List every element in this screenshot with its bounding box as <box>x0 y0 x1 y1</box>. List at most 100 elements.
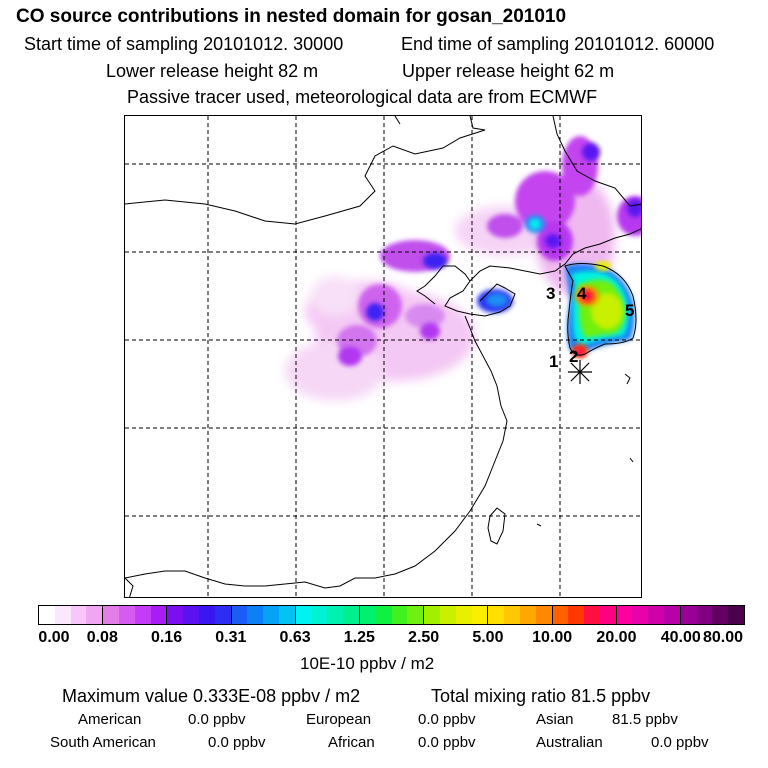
colorbar-swatch <box>39 606 55 624</box>
receptor-star-icon <box>568 360 592 384</box>
australian-value: 0.0 ppbv <box>651 734 709 751</box>
region-label-5: 5 <box>625 301 635 320</box>
colorbar-separator <box>679 606 681 624</box>
colorbar-tick-label: 10.00 <box>532 629 573 646</box>
colorbar-swatch <box>471 606 488 624</box>
region-label-2: 2 <box>569 347 579 366</box>
colorbar-separator <box>166 606 168 624</box>
colorbar-swatch <box>728 606 745 624</box>
colorbar-swatch <box>359 606 376 624</box>
end-time-text: End time of sampling 20101012. 60000 <box>401 34 715 54</box>
colorbar-swatch <box>134 606 151 624</box>
colorbar-swatch <box>391 606 408 624</box>
colorbar-swatch <box>712 606 729 624</box>
tracer-info-text: Passive tracer used, meteorological data… <box>127 87 598 107</box>
colorbar-tick-label: 40.00 <box>660 629 701 646</box>
colorbar-swatch <box>167 606 184 624</box>
colorbar-swatch <box>632 606 649 624</box>
colorbar-swatch <box>648 606 665 624</box>
colorbar-unit: 10E-10 ppbv / m2 <box>300 654 435 673</box>
colorbar-swatch <box>584 606 600 624</box>
colorbar-swatch <box>295 606 312 624</box>
colorbar-separator <box>230 606 232 624</box>
colorbar-separator <box>294 606 296 624</box>
asian-value: 81.5 ppbv <box>612 711 678 728</box>
colorbar-swatch <box>599 606 616 624</box>
colorbar-separator <box>551 606 553 624</box>
colorbar <box>38 605 745 625</box>
total-mixing-ratio-text: Total mixing ratio 81.5 ppbv <box>431 686 651 706</box>
colorbar-swatch <box>183 606 199 624</box>
colorbar-swatch <box>696 606 713 624</box>
colorbar-swatch <box>680 606 697 624</box>
south-american-value: 0.0 ppbv <box>208 734 266 751</box>
colorbar-swatch <box>552 606 569 624</box>
south-american-label: South American <box>50 734 156 751</box>
colorbar-separator <box>358 606 360 624</box>
colorbar-swatch <box>311 606 328 624</box>
colorbar-swatch <box>519 606 536 624</box>
colorbar-swatch <box>535 606 552 624</box>
colorbar-swatch <box>424 606 440 624</box>
colorbar-tick-label: 1.25 <box>343 629 375 646</box>
colorbar-tick-label: 20.00 <box>596 629 637 646</box>
colorbar-swatch <box>198 606 215 624</box>
region-label-3: 3 <box>546 284 556 303</box>
american-value: 0.0 ppbv <box>188 711 246 728</box>
colorbar-tick-label: 5.00 <box>472 629 504 646</box>
colorbar-swatch <box>263 606 279 624</box>
colorbar-separator <box>102 606 104 624</box>
colorbar-tick-label: 0.31 <box>215 629 247 646</box>
colorbar-swatch <box>327 606 344 624</box>
colorbar-swatch <box>455 606 472 624</box>
colorbar-swatch <box>488 606 505 624</box>
colorbar-swatch <box>439 606 456 624</box>
lower-release-height-text: Lower release height 82 m <box>106 61 319 81</box>
colorbar-swatch <box>118 606 135 624</box>
colorbar-swatch <box>407 606 424 624</box>
colorbar-swatch <box>231 606 248 624</box>
european-label: European <box>306 711 372 728</box>
colorbar-tick-label: 0.00 <box>38 629 70 646</box>
colorbar-swatch <box>504 606 520 624</box>
colorbar-tick-label: 0.63 <box>279 629 311 646</box>
coastlines <box>125 116 641 597</box>
american-label: American <box>78 711 142 728</box>
australian-label: Australian <box>536 734 603 751</box>
colorbar-tick-label: 2.50 <box>408 629 440 646</box>
start-time-text: Start time of sampling 20101012. 30000 <box>24 34 344 54</box>
colorbar-swatch <box>375 606 392 624</box>
african-label: African <box>328 734 375 751</box>
colorbar-separator <box>615 606 617 624</box>
colorbar-swatch <box>214 606 231 624</box>
colorbar-swatch <box>86 606 103 624</box>
region-label-1: 1 <box>549 352 559 371</box>
colorbar-swatch <box>568 606 585 624</box>
upper-release-height-text: Upper release height 62 m <box>402 61 615 81</box>
colorbar-swatch <box>103 606 119 624</box>
colorbar-swatch <box>664 606 680 624</box>
colorbar-swatch <box>616 606 633 624</box>
colorbar-separator <box>423 606 425 624</box>
european-value: 0.0 ppbv <box>418 711 476 728</box>
colorbar-swatch <box>150 606 167 624</box>
plume-blue <box>366 143 641 321</box>
african-value: 0.0 ppbv <box>418 734 476 751</box>
colorbar-swatch <box>343 606 359 624</box>
map-svg <box>125 116 641 597</box>
region-label-4: 4 <box>577 284 587 303</box>
colorbar-swatch <box>247 606 264 624</box>
colorbar-tick-label: 80.00 <box>702 629 744 646</box>
colorbar-tick-label: 0.08 <box>86 629 118 646</box>
asian-label: Asian <box>536 711 574 728</box>
colorbar-separator <box>487 606 489 624</box>
colorbar-swatch <box>70 606 87 624</box>
colorbar-swatch <box>278 606 295 624</box>
map-panel: 1 2 3 4 5 <box>124 115 642 598</box>
grid-lines <box>125 116 641 597</box>
max-value-text: Maximum value 0.333E-08 ppbv / m2 <box>62 686 361 706</box>
colorbar-swatch <box>54 606 71 624</box>
colorbar-tick-label: 0.16 <box>150 629 183 646</box>
plume-korea <box>565 261 635 358</box>
plot-title: CO source contributions in nested domain… <box>16 6 567 27</box>
